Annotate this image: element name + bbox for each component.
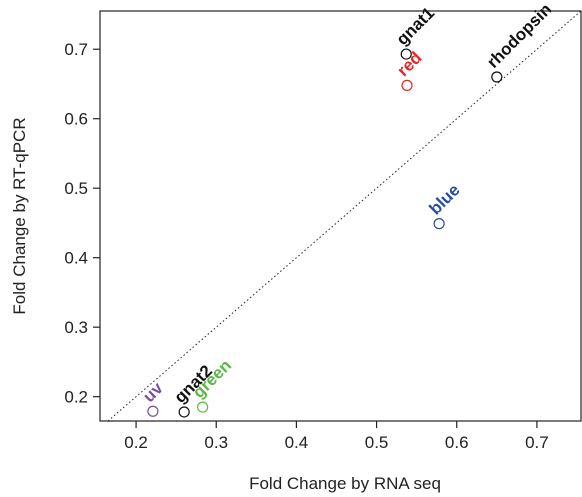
y-tick-label: 0.2	[64, 388, 88, 407]
data-point-uv	[147, 405, 159, 417]
data-point-red	[401, 79, 413, 91]
identity-line-layer	[107, 10, 582, 422]
data-point-rhodopsin	[491, 71, 503, 83]
x-tick-label: 0.5	[365, 433, 389, 452]
plot-area-frame	[99, 10, 582, 422]
y-tick-label: 0.3	[64, 318, 88, 337]
x-tick-label: 0.4	[285, 433, 309, 452]
x-tick-label: 0.3	[204, 433, 228, 452]
point-label-red: red	[393, 48, 425, 80]
data-point-gnat2	[178, 406, 190, 418]
point-label-gnat1: gnat1	[393, 3, 438, 48]
point-label-uv: uv	[139, 378, 167, 406]
x-axis-title: Fold Change by RNA seq	[249, 474, 441, 493]
y-tick-label: 0.7	[64, 40, 88, 59]
data-point-green	[197, 401, 209, 413]
x-tick-label: 0.6	[445, 433, 469, 452]
point-label-blue: blue	[425, 180, 463, 218]
y-axis-title: Fold Change by RT-qPCR	[10, 117, 29, 314]
data-points-layer	[147, 48, 503, 418]
y-tick-label: 0.4	[64, 249, 88, 268]
x-tick-label: 0.2	[124, 433, 148, 452]
y-tick-label: 0.5	[64, 179, 88, 198]
x-axis: 0.2 0.3 0.4 0.5 0.6 0.7	[124, 421, 549, 452]
y-axis: 0.2 0.3 0.4 0.5 0.6 0.7	[64, 40, 100, 407]
y-tick-label: 0.6	[64, 110, 88, 129]
data-point-blue	[433, 218, 445, 230]
x-tick-label: 0.7	[525, 433, 549, 452]
data-point-gnat1	[400, 48, 412, 60]
identity-reference-line	[107, 10, 582, 422]
